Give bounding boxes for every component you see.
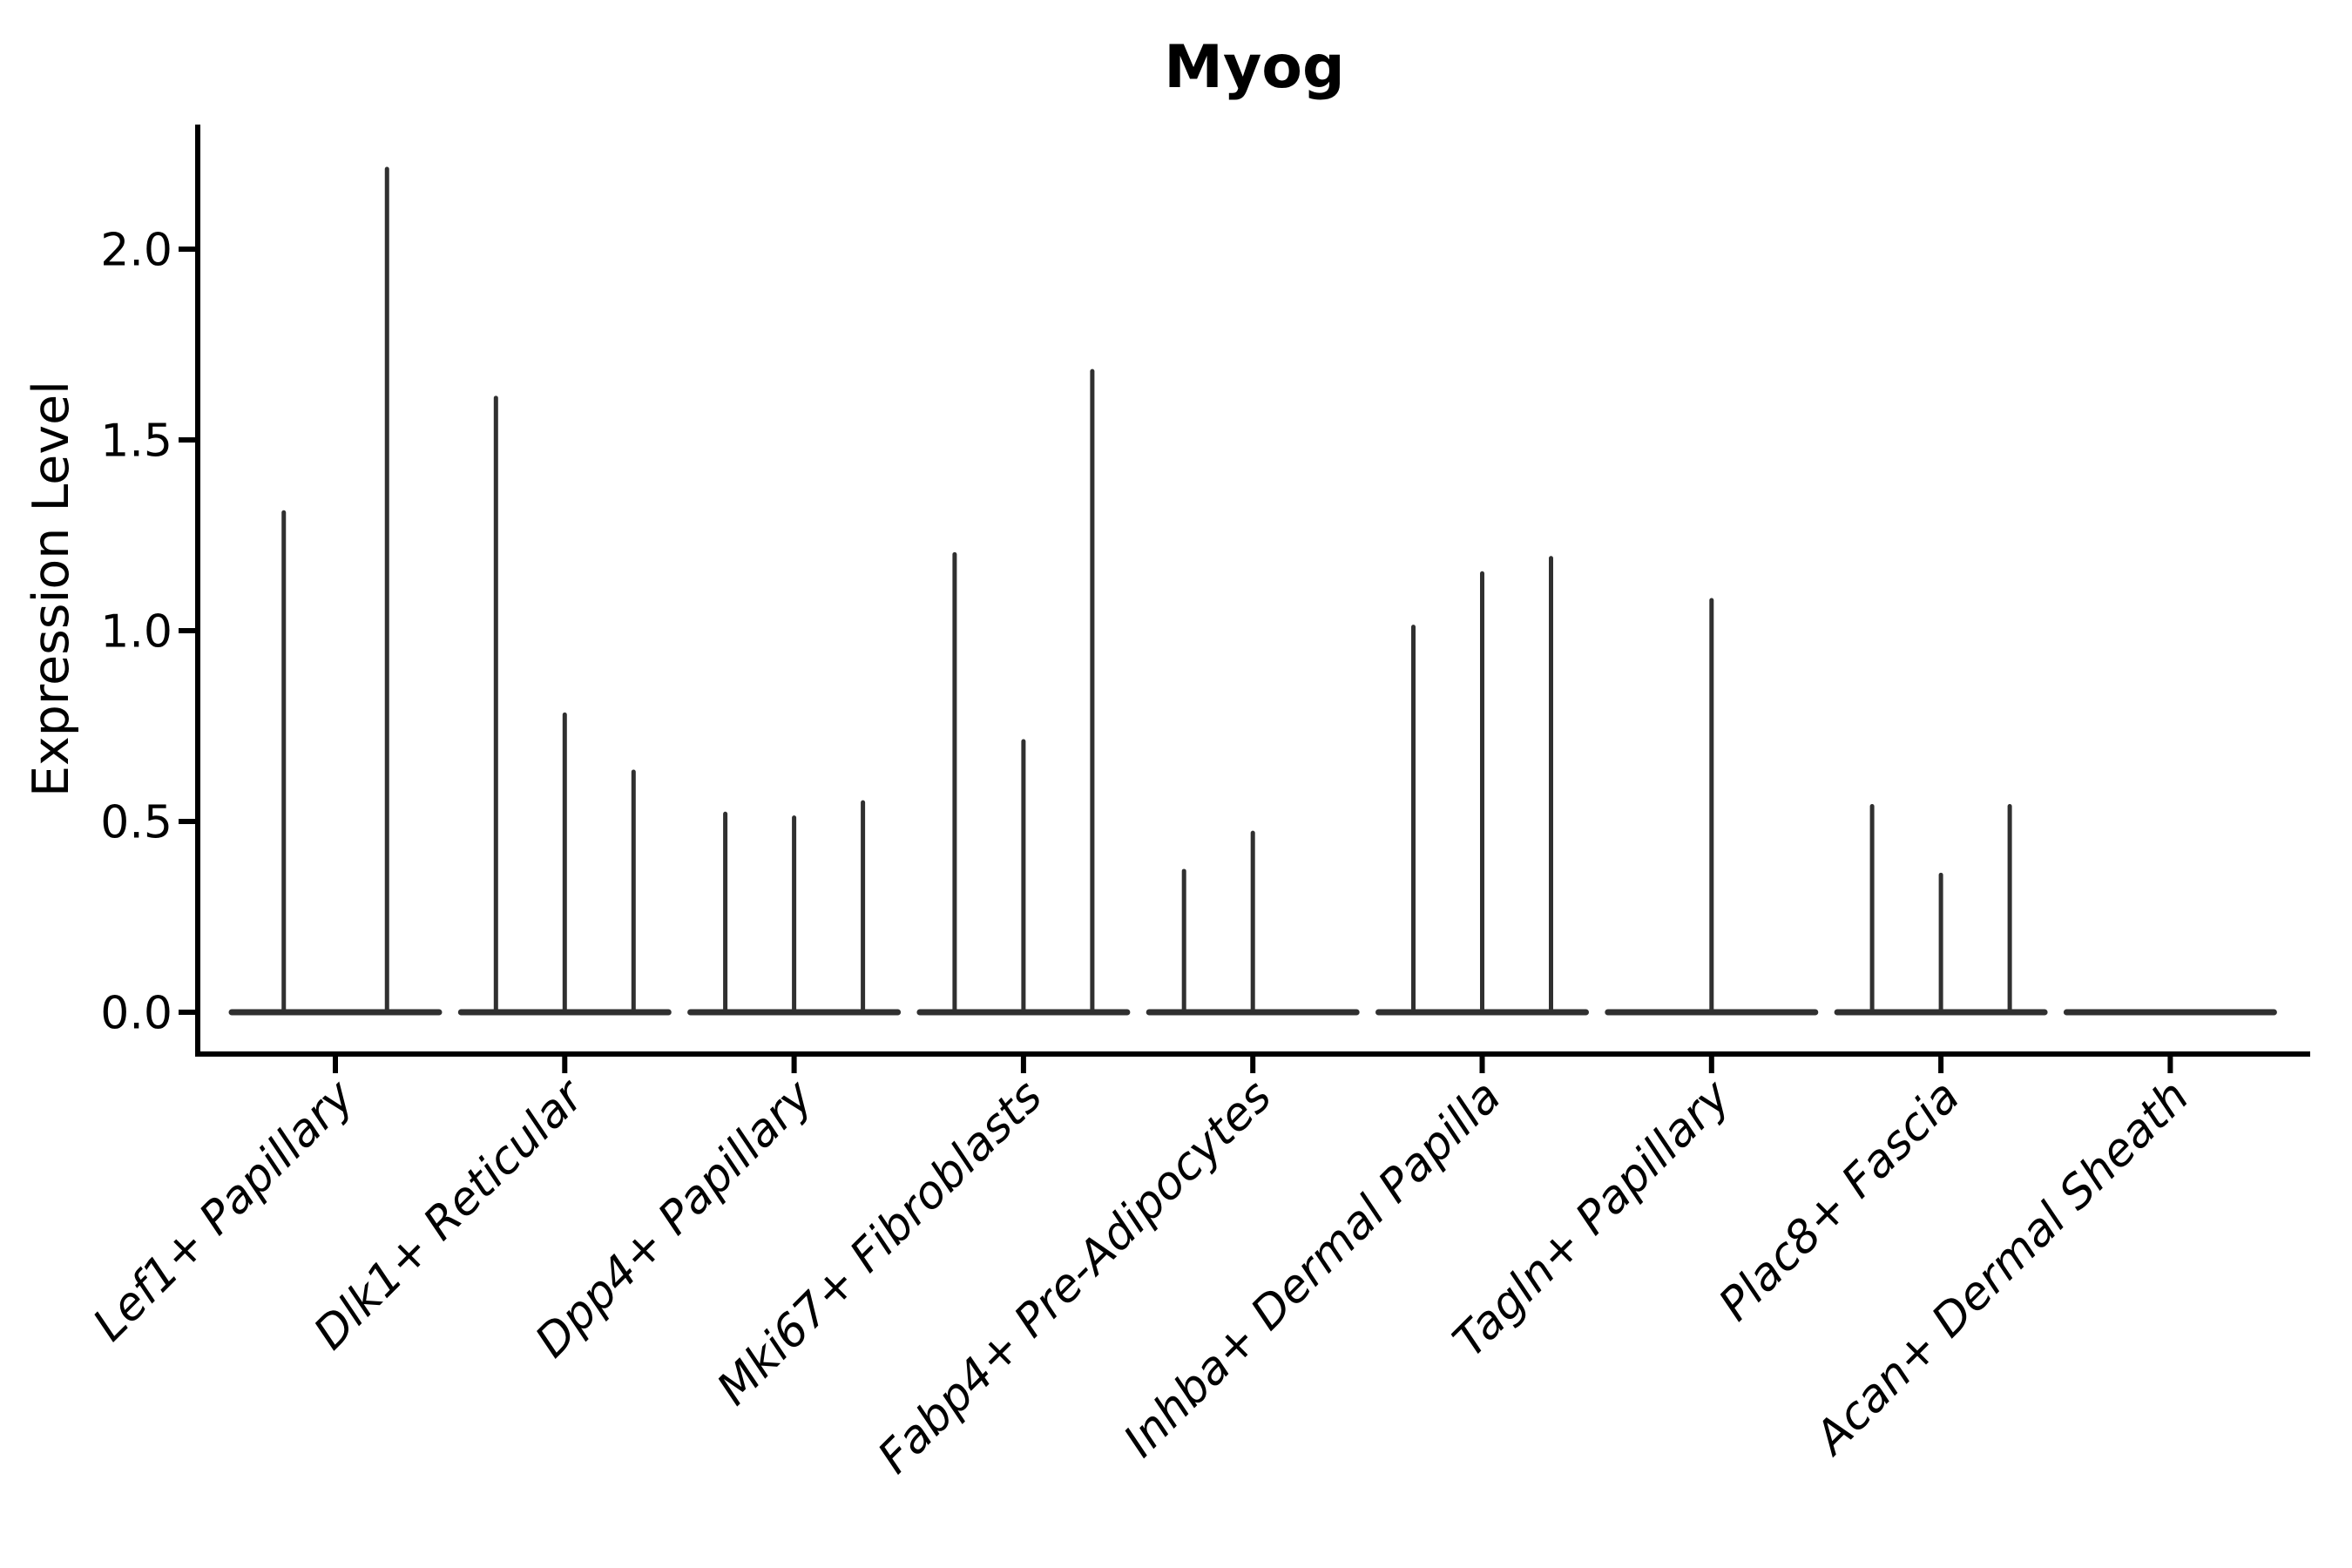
y-tick-label: 1.0 [100,606,172,659]
violin-group [1605,598,1819,1016]
x-tick-label: Inhba+ Dermal Papilla [1114,1071,1511,1468]
chart-title: Myog [1164,33,1344,102]
x-tick-label: Fabp4+ Pre-Adipocytes [868,1071,1282,1484]
violin-group [1834,803,2048,1016]
violin-group [1375,556,1589,1016]
violins-group [228,166,2277,1016]
y-tick-label: 0.0 [100,988,172,1040]
violin-group [457,395,672,1016]
y-tick-label: 0.5 [100,797,172,849]
y-tick-label: 1.5 [100,416,172,468]
x-tick-label: Plac8+ Fascia [1709,1071,1970,1331]
violin-group [1146,830,1360,1016]
x-tick-label: Acan+ Dermal Sheath [1804,1071,2200,1466]
violin-group [228,166,443,1016]
y-tick-label: 2.0 [100,225,172,277]
y-tick-group: 0.0 0.5 1.0 1.5 2.0 [100,225,198,1040]
violin-group [687,800,902,1016]
violin-group [916,368,1131,1016]
y-axis-label: Expression Level [23,381,80,797]
